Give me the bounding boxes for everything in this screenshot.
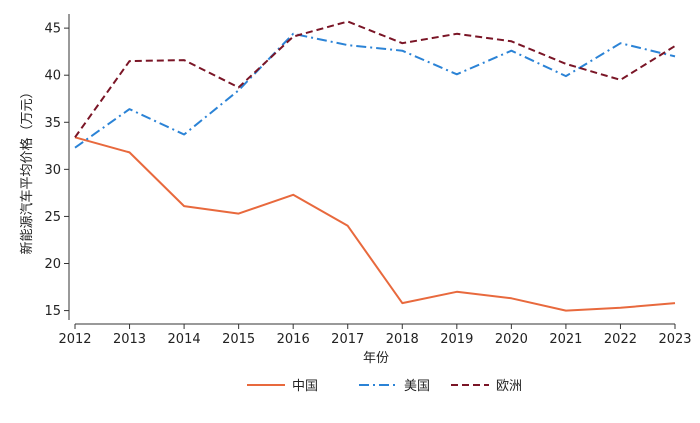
axes: 15 20 25 30 35 40 45 2012 2013 2014 2015 2016 2017 20…	[44, 14, 692, 347]
x-tick-label: 2012	[58, 332, 91, 347]
legend-label-3: 欧洲	[496, 379, 522, 394]
x-tick-label: 2015	[222, 332, 255, 347]
y-axis-title: 新能源汽车平均价格（万元）	[19, 85, 35, 254]
y-tick-label: 45	[44, 22, 61, 37]
x-tick-label: 2014	[168, 332, 201, 347]
x-tick-label: 2020	[495, 332, 528, 347]
x-tick-label: 2018	[386, 332, 419, 347]
x-tick-label: 2022	[604, 332, 637, 347]
x-tick-label: 2019	[440, 332, 473, 347]
y-tick-label: 30	[44, 163, 61, 178]
series-line-3	[74, 20, 676, 138]
series-lines	[74, 20, 676, 312]
y-tick-label: 15	[44, 304, 61, 319]
legend-label-1: 中国	[292, 379, 318, 394]
x-tick-label: 2021	[549, 332, 582, 347]
series-line-1	[74, 136, 676, 312]
x-tick-label: 2013	[113, 332, 146, 347]
legend-label-2: 美国	[404, 379, 430, 394]
x-axis-title: 年份	[363, 351, 389, 366]
series-line-2	[74, 32, 676, 149]
y-tick-label: 20	[44, 257, 61, 272]
y-tick-label: 40	[44, 69, 61, 84]
y-tick-label: 35	[44, 116, 61, 131]
x-tick-label: 2016	[277, 332, 310, 347]
x-tick-label: 2023	[658, 332, 691, 347]
y-tick-label: 25	[44, 210, 61, 225]
x-tick-label: 2017	[331, 332, 364, 347]
legend: 中国 美国 欧洲	[247, 379, 522, 394]
